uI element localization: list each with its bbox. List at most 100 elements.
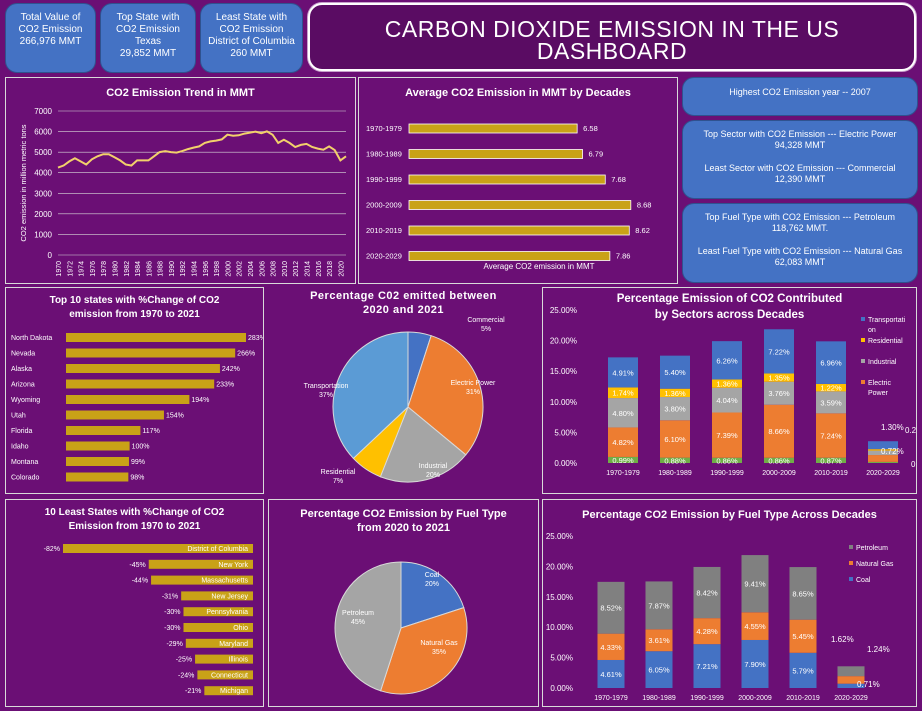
state-bar — [63, 544, 253, 553]
x-tick-label: 1998 — [214, 261, 221, 277]
stack-value-label: 5.45% — [792, 632, 814, 641]
stack-value-label: 0.24% — [905, 426, 916, 435]
decade-value-label: 6.58 — [583, 124, 598, 133]
x-tick-label: 1980-1989 — [642, 695, 676, 702]
stack-value-label: 6.26% — [716, 356, 738, 365]
panel-least10: 10 Least States with %Change of CO2 Emis… — [5, 499, 264, 707]
stack-value-label: 5.40% — [664, 368, 686, 377]
state-bar — [66, 457, 129, 466]
decade-bar — [408, 225, 630, 236]
x-tick-label: 1988 — [158, 261, 165, 277]
insight-least-fuel-value: 62,083 MMT — [774, 257, 826, 267]
state-bar — [185, 638, 253, 648]
state-label: District of Columbia — [187, 546, 248, 553]
decade-value-label: 6.79 — [589, 150, 604, 159]
stack-segment — [816, 341, 846, 384]
pie-value-label: 37% — [319, 392, 333, 399]
state-value-label: -29% — [166, 641, 182, 648]
stack-value-label: 4.61% — [600, 670, 622, 679]
kpi-least-state: Least State with CO2 Emission District o… — [200, 3, 303, 73]
stack-segment — [645, 651, 673, 688]
stack-segment — [837, 683, 865, 688]
stack-segment — [645, 581, 673, 630]
dashboard-title-banner: CARBON DIOXIDE EMISSION IN THE US DASHBO… — [308, 3, 916, 71]
y-tick-label: 20.00% — [546, 562, 573, 571]
legend-label: Industrial — [868, 359, 897, 366]
legend-label: Power — [868, 390, 889, 397]
y-axis-label: CO2 emission in million metric tons — [19, 124, 28, 241]
insight-fuel: Top Fuel Type with CO2 Emission --- Petr… — [682, 203, 918, 283]
stack-segment — [868, 461, 898, 463]
x-tick-label: 1994 — [192, 261, 199, 277]
y-tick-label: 5.00% — [550, 654, 573, 663]
state-value-label: 242% — [222, 366, 240, 373]
stack-segment — [608, 357, 638, 388]
stack-value-label: 7.39% — [716, 431, 738, 440]
state-value-label: -45% — [129, 562, 145, 569]
state-bar — [66, 348, 236, 358]
decade-label: 2000-2009 — [366, 201, 402, 210]
stack-value-label: 1.36% — [664, 389, 686, 398]
decade-bar — [408, 174, 606, 185]
trend-title: CO2 Emission Trend in MMT — [106, 87, 255, 99]
stack-value-label: 1.36% — [716, 380, 738, 389]
stack-segment — [597, 581, 625, 634]
x-tick-label: 2004 — [248, 261, 255, 277]
y-tick-label: 10.00% — [546, 623, 573, 632]
stack-value-label: 1.35% — [768, 374, 790, 383]
state-value-label: 117% — [142, 428, 159, 435]
state-bar — [204, 686, 253, 696]
stack-value-label: 9.41% — [744, 580, 766, 589]
stack-segment — [712, 379, 742, 388]
stack-segment — [608, 387, 638, 399]
decades-title: Average CO2 Emission in MMT by Decades — [405, 87, 631, 99]
stack-value-label: 0.72% — [881, 447, 904, 456]
y-tick-label: 7000 — [34, 107, 52, 116]
panel-top10: Top 10 states with %Change of CO2 emissi… — [5, 287, 264, 494]
stack-value-label: 4.33% — [600, 643, 622, 652]
stack-segment — [868, 455, 898, 462]
panel-decades: Average CO2 Emission in MMT by Decades 1… — [358, 77, 678, 284]
y-tick-label: 20.00% — [550, 337, 577, 346]
panel-trend: CO2 Emission Trend in MMT 0 1000 2000 3000 4… — [5, 77, 356, 284]
legend-label: Coal — [856, 577, 871, 584]
insight-least-sector-value: 12,390 MMT — [774, 174, 826, 184]
stack-value-label: 1.22% — [820, 384, 842, 393]
state-value-label: 100% — [132, 444, 150, 451]
sector-stack-title: Percentage Emission of CO2 Contributed b… — [616, 293, 843, 321]
stack-value-label: 7.22% — [768, 347, 790, 356]
x-tick-label: 2014 — [304, 261, 311, 277]
state-bar — [66, 333, 246, 342]
stack-segment — [741, 639, 769, 688]
kpi-total-value: 266,976 MMT — [19, 36, 82, 47]
state-label: Massachusetts — [201, 578, 248, 585]
x-tick-label: 2008 — [271, 261, 278, 277]
y-tick-label: 15.00% — [546, 593, 573, 602]
decade-bar — [408, 251, 611, 261]
stack-segment — [712, 457, 742, 463]
decade-label: 1970-1979 — [366, 124, 402, 133]
stack-value-label: 0.18% — [911, 460, 916, 469]
stack-value-label: 4.82% — [612, 438, 634, 447]
panel-fuel-stack: Percentage CO2 Emission by Fuel Type Acr… — [542, 499, 917, 707]
panel-pie-sector: Percentage C02 emitted between 2020 and … — [268, 287, 539, 494]
pie-name-label: Natural Gas — [420, 640, 458, 647]
decade-bar — [408, 200, 632, 210]
state-bar — [181, 591, 253, 601]
legend-swatch — [861, 338, 865, 342]
state-label: Ohio — [233, 625, 248, 632]
top10-title: Top 10 states with %Change of CO2 emissi… — [49, 295, 220, 320]
state-label: New Jersey — [211, 593, 248, 600]
stack-segment — [816, 383, 846, 392]
x-tick-label: 1980 — [112, 261, 119, 277]
stack-segment — [608, 398, 638, 428]
stack-value-label: 7.87% — [648, 601, 670, 610]
state-label: Connecticut — [211, 672, 248, 679]
x-tick-label: 1990-1999 — [710, 470, 744, 477]
state-label: Michigan — [220, 688, 248, 695]
x-tick-label: 1996 — [203, 261, 210, 277]
state-bar — [66, 441, 130, 451]
stack-segment — [764, 404, 794, 458]
y-tick-label: 25.00% — [550, 306, 577, 315]
state-value-label: -25% — [176, 657, 192, 664]
